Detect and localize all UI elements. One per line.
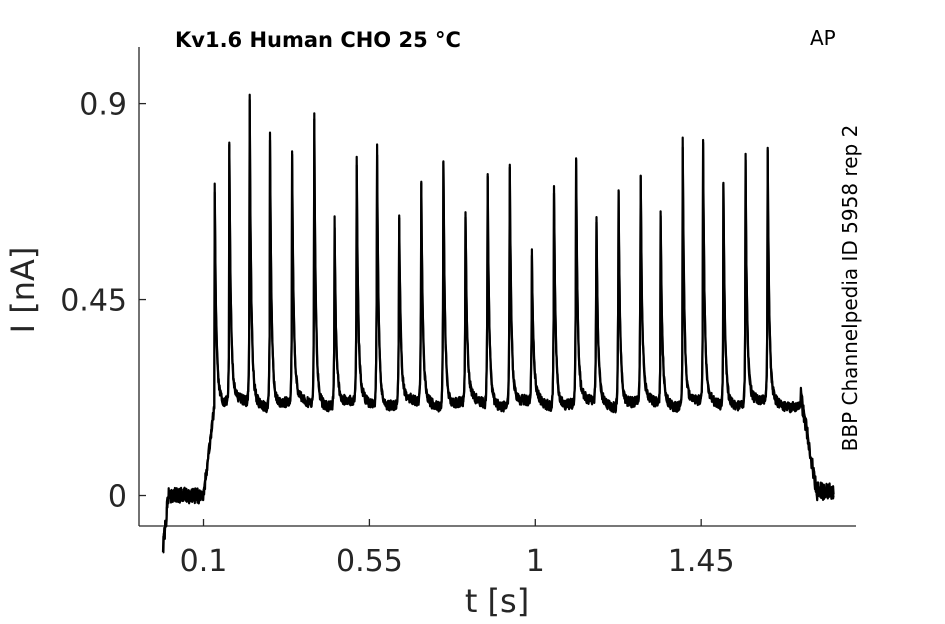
side-label: BBP Channelpedia ID 5958 rep 2: [838, 125, 862, 452]
x-ticks: 0.1 0.55 1 1.45: [180, 519, 735, 579]
x-tick-label: 0.1: [180, 544, 228, 579]
current-traces: [161, 93, 835, 554]
y-tick-label: 0.9: [79, 88, 127, 123]
x-axis-label: t [s]: [465, 582, 529, 620]
x-tick-label: 1.45: [668, 544, 735, 579]
y-axis-label: I [nA]: [4, 247, 42, 334]
chart-title: Kv1.6 Human CHO 25 °C: [175, 28, 461, 52]
x-tick-label: 1: [526, 544, 545, 579]
corner-label: AP: [810, 26, 836, 50]
y-tick-label: 0.45: [60, 284, 127, 319]
y-tick-label: 0: [108, 480, 127, 515]
x-tick-label: 0.55: [336, 544, 403, 579]
y-ticks: 0 0.45 0.9: [60, 88, 146, 515]
current-trace-1: [161, 93, 835, 553]
current-trace-2: [162, 99, 835, 554]
